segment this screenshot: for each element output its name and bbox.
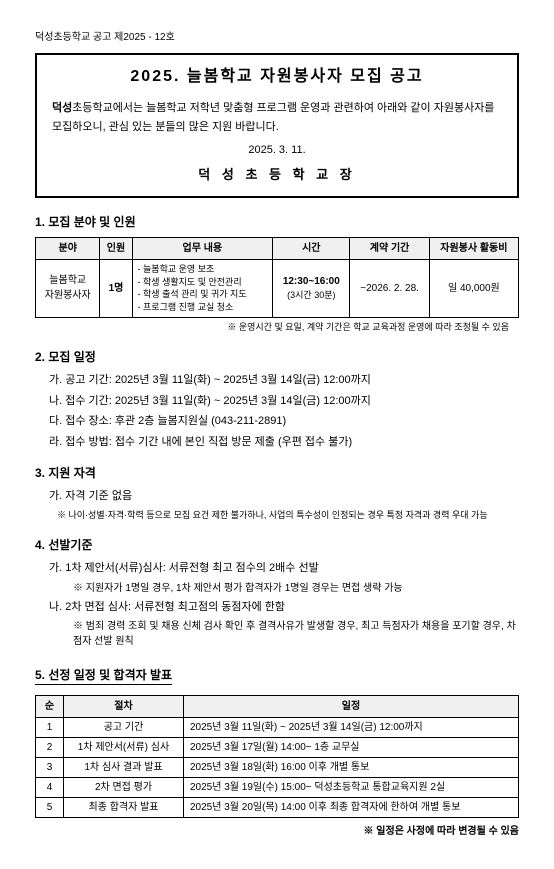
table-row: 1 공고 기간 2025년 3월 11일(화) ~ 2025년 3월 14일(금… bbox=[36, 718, 519, 738]
s4-item: 나. 2차 면접 심사: 서류전형 최고점의 동점자에 한함 bbox=[49, 599, 519, 616]
cell: 1차 심사 결과 발표 bbox=[64, 758, 184, 778]
table-row: 3 1차 심사 결과 발표 2025년 3월 18일(화) 16:00 이후 개… bbox=[36, 758, 519, 778]
col-fee: 자원봉사 활동비 bbox=[429, 238, 518, 260]
duty-line: - 프로그램 진행 교실 청소 bbox=[138, 301, 268, 314]
col-schedule: 일정 bbox=[184, 696, 519, 718]
cell-people: 1명 bbox=[100, 260, 132, 317]
col-duties: 업무 내용 bbox=[132, 238, 273, 260]
intro-text: 덕성초등학교에서는 늘봄학교 저학년 맞춤형 프로그램 운영과 관련하여 아래와… bbox=[52, 99, 502, 186]
col-field: 분야 bbox=[36, 238, 100, 260]
time-sub: (3시간 30분) bbox=[277, 289, 345, 303]
cell: 2025년 3월 17일(월) 14:00~ 1층 교무실 bbox=[184, 738, 519, 758]
schedule-table: 순 절차 일정 1 공고 기간 2025년 3월 11일(화) ~ 2025년 … bbox=[35, 695, 519, 818]
cell: 2025년 3월 20일(목) 14:00 이후 최종 합격자에 한하여 개별 … bbox=[184, 798, 519, 818]
table-row: 5 최종 합격자 발표 2025년 3월 20일(목) 14:00 이후 최종 … bbox=[36, 798, 519, 818]
cell: 2025년 3월 19일(수) 15:00~ 덕성초등학교 통합교육지원 2실 bbox=[184, 778, 519, 798]
s3-list: 가. 자격 기준 없음 bbox=[49, 488, 519, 505]
col-time: 시간 bbox=[273, 238, 350, 260]
section2-heading: 2. 모집 일정 bbox=[35, 348, 519, 366]
table-row: 4 2차 면접 평가 2025년 3월 19일(수) 15:00~ 덕성초등학교… bbox=[36, 778, 519, 798]
time-main: 12:30~16:00 bbox=[277, 274, 345, 289]
table-row: 2 1차 제안서(서류) 심사 2025년 3월 17일(월) 14:00~ 1… bbox=[36, 738, 519, 758]
s2-item: 라. 접수 방법: 접수 기간 내에 본인 직접 방문 제출 (우편 접수 불가… bbox=[49, 434, 519, 451]
cell: 1 bbox=[36, 718, 64, 738]
cell-period: ~2026. 2. 28. bbox=[350, 260, 429, 317]
col-people: 인원 bbox=[100, 238, 132, 260]
doc-number: 덕성초등학교 공고 제2025 - 12호 bbox=[35, 30, 519, 45]
cell: 3 bbox=[36, 758, 64, 778]
cell: 2025년 3월 11일(화) ~ 2025년 3월 14일(금) 12:00까… bbox=[184, 718, 519, 738]
cell: 2 bbox=[36, 738, 64, 758]
cell-duties: - 늘봄학교 운영 보조 - 학생 생활지도 및 안전관리 - 학생 출석 관리… bbox=[132, 260, 273, 317]
intro-date: 2025. 3. 11. bbox=[52, 141, 502, 160]
title-box: 2025. 늘봄학교 자원봉사자 모집 공고 덕성초등학교에서는 늘봄학교 저학… bbox=[35, 53, 519, 198]
s2-item: 다. 접수 장소: 후관 2층 늘봄지원실 (043-211-2891) bbox=[49, 413, 519, 430]
section4-heading: 4. 선발기준 bbox=[35, 536, 519, 554]
s4-item: 가. 1차 제안서(서류)심사: 서류전형 최고 점수의 2배수 선발 bbox=[49, 560, 519, 577]
col-period: 계약 기간 bbox=[350, 238, 429, 260]
intro-body: 초등학교에서는 늘봄학교 저학년 맞춤형 프로그램 운영과 관련하여 아래와 같… bbox=[52, 102, 494, 133]
s2-item: 나. 접수 기간: 2025년 3월 11일(화) ~ 2025년 3월 14일… bbox=[49, 393, 519, 410]
section3-heading: 3. 지원 자격 bbox=[35, 464, 519, 482]
main-title: 2025. 늘봄학교 자원봉사자 모집 공고 bbox=[52, 65, 502, 89]
cell: 2차 면접 평가 bbox=[64, 778, 184, 798]
s3-note: ※ 나이·성별·자격·학력 등으로 모집 요건 제한 불가하나, 사업의 특수성… bbox=[57, 509, 519, 523]
principal: 덕 성 초 등 학 교 장 bbox=[52, 164, 502, 186]
s2-item: 가. 공고 기간: 2025년 3월 11일(화) ~ 2025년 3월 14일… bbox=[49, 372, 519, 389]
section1-heading: 1. 모집 분야 및 인원 bbox=[35, 213, 519, 231]
duty-line: - 학생 출석 관리 및 귀가 지도 bbox=[138, 288, 268, 301]
s3-item: 가. 자격 기준 없음 bbox=[49, 488, 519, 505]
cell: 5 bbox=[36, 798, 64, 818]
duty-line: - 늘봄학교 운영 보조 bbox=[138, 263, 268, 276]
cell-field: 늘봄학교 자원봉사자 bbox=[36, 260, 100, 317]
s1-note: ※ 운영시간 및 요일, 계약 기간은 학교 교육과정 운영에 따라 조정될 수… bbox=[35, 321, 519, 335]
s4-sub: ※ 범죄 경력 조회 및 채용 신체 검사 확인 후 결격사유가 발생할 경우,… bbox=[73, 619, 519, 649]
cell: 공고 기간 bbox=[64, 718, 184, 738]
cell: 1차 제안서(서류) 심사 bbox=[64, 738, 184, 758]
cell-fee: 일 40,000원 bbox=[429, 260, 518, 317]
cell-time: 12:30~16:00 (3시간 30분) bbox=[273, 260, 350, 317]
cell: 2025년 3월 18일(화) 16:00 이후 개별 통보 bbox=[184, 758, 519, 778]
col-step: 절차 bbox=[64, 696, 184, 718]
duty-line: - 학생 생활지도 및 안전관리 bbox=[138, 276, 268, 289]
recruitment-table: 분야 인원 업무 내용 시간 계약 기간 자원봉사 활동비 늘봄학교 자원봉사자… bbox=[35, 237, 519, 317]
cell: 4 bbox=[36, 778, 64, 798]
final-note: ※ 일정은 사정에 따라 변경될 수 있음 bbox=[35, 824, 519, 839]
s4-sub: ※ 지원자가 1명일 경우, 1차 제안서 평가 합격자가 1명일 경우는 면접… bbox=[73, 581, 519, 596]
cell: 최종 합격자 발표 bbox=[64, 798, 184, 818]
intro-bold: 덕성 bbox=[52, 102, 72, 114]
section5-heading: 5. 선정 일정 및 합격자 발표 bbox=[35, 666, 172, 685]
s4-list: 가. 1차 제안서(서류)심사: 서류전형 최고 점수의 2배수 선발 ※ 지원… bbox=[49, 560, 519, 649]
s2-list: 가. 공고 기간: 2025년 3월 11일(화) ~ 2025년 3월 14일… bbox=[49, 372, 519, 450]
col-num: 순 bbox=[36, 696, 64, 718]
